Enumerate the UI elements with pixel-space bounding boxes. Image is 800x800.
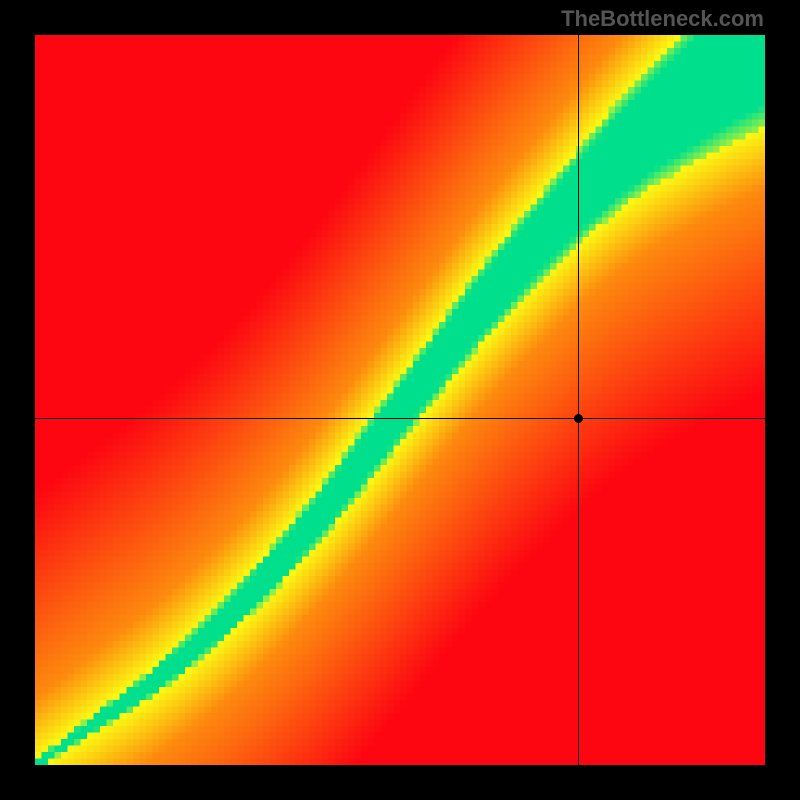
bottleneck-heatmap: [35, 35, 765, 765]
chart-container: TheBottleneck.com: [0, 0, 800, 800]
watermark-text: TheBottleneck.com: [561, 6, 764, 32]
crosshair-vertical: [578, 35, 579, 765]
crosshair-horizontal: [35, 418, 765, 419]
